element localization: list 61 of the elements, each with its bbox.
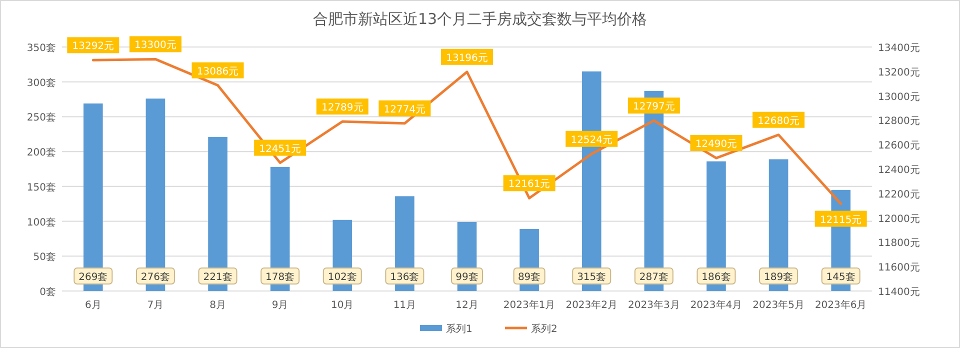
data-label: 136套	[390, 271, 420, 283]
y-tick-label: 250套	[26, 112, 56, 124]
data-label: 12524元	[570, 134, 613, 146]
data-label: 276套	[140, 271, 170, 283]
y2-tick-label: 11400元	[878, 287, 920, 298]
data-label: 186套	[702, 271, 731, 283]
x-tick-label: 2023年1月	[503, 299, 556, 311]
data-label: 269套	[78, 271, 108, 283]
x-tick-label: 6月	[84, 300, 102, 311]
x-tick-label: 8月	[210, 300, 226, 311]
data-label: 99套	[456, 271, 478, 283]
data-label: 13086元	[196, 66, 239, 78]
data-label: 13292元	[72, 41, 114, 52]
y-tick-label: 0套	[40, 286, 56, 298]
y-tick-label: 200套	[26, 146, 56, 159]
x-tick-label: 12月	[456, 300, 478, 311]
data-label: 12774元	[384, 104, 426, 116]
data-label: 12490元	[695, 139, 738, 150]
data-label: 12797元	[633, 102, 675, 113]
data-label: 12115元	[820, 214, 862, 226]
y2-tick-label: 12800元	[878, 116, 920, 128]
x-tick-label: 2023年5月	[752, 299, 804, 311]
data-label: 145套	[826, 271, 856, 283]
data-label: 315套	[577, 271, 606, 283]
data-label: 287套	[639, 271, 668, 283]
y2-tick-label: 11600元	[878, 262, 920, 274]
data-label: 189套	[764, 271, 794, 283]
x-tick-label: 10月	[331, 300, 354, 311]
legend-label: 系列1	[446, 323, 472, 335]
y2-tick-label: 12000元	[878, 214, 920, 225]
y2-tick-label: 12400元	[878, 165, 920, 176]
y-tick-label: 150套	[26, 181, 56, 194]
x-tick-label: 2023年3月	[628, 299, 680, 311]
data-label: 13300元	[134, 40, 176, 52]
x-tick-label: 7月	[147, 300, 164, 311]
data-label: 178套	[266, 271, 295, 283]
x-tick-label: 9月	[272, 300, 288, 311]
y-tick-label: 350套	[26, 42, 56, 54]
y2-tick-label: 12600元	[878, 140, 920, 152]
data-label: 221套	[203, 271, 232, 283]
chart-title: 合肥市新站区近13个月二手房成交套数与平均价格	[312, 10, 648, 28]
y2-tick-label: 13200元	[878, 67, 920, 78]
x-tick-label: 2023年2月	[566, 299, 618, 311]
legend-label: 系列2	[531, 323, 558, 335]
x-tick-label: 2023年6月	[814, 299, 867, 311]
y2-tick-label: 12200元	[878, 189, 920, 200]
y2-tick-label: 13400元	[878, 43, 920, 54]
data-label: 12789元	[321, 102, 364, 114]
y-tick-label: 100套	[26, 216, 56, 228]
data-label: 13196元	[446, 52, 488, 64]
y-tick-label: 50套	[33, 251, 56, 264]
x-tick-label: 11月	[393, 300, 416, 311]
data-label: 12451元	[259, 144, 301, 155]
data-label: 89套	[518, 271, 541, 283]
x-tick-label: 2023年4月	[690, 299, 742, 311]
data-label: 12680元	[758, 116, 800, 127]
data-label: 12161元	[508, 179, 550, 190]
y2-tick-label: 13000元	[878, 92, 920, 103]
data-label: 102套	[328, 271, 357, 283]
y-tick-label: 300套	[26, 76, 56, 89]
y2-tick-label: 11800元	[878, 238, 920, 250]
